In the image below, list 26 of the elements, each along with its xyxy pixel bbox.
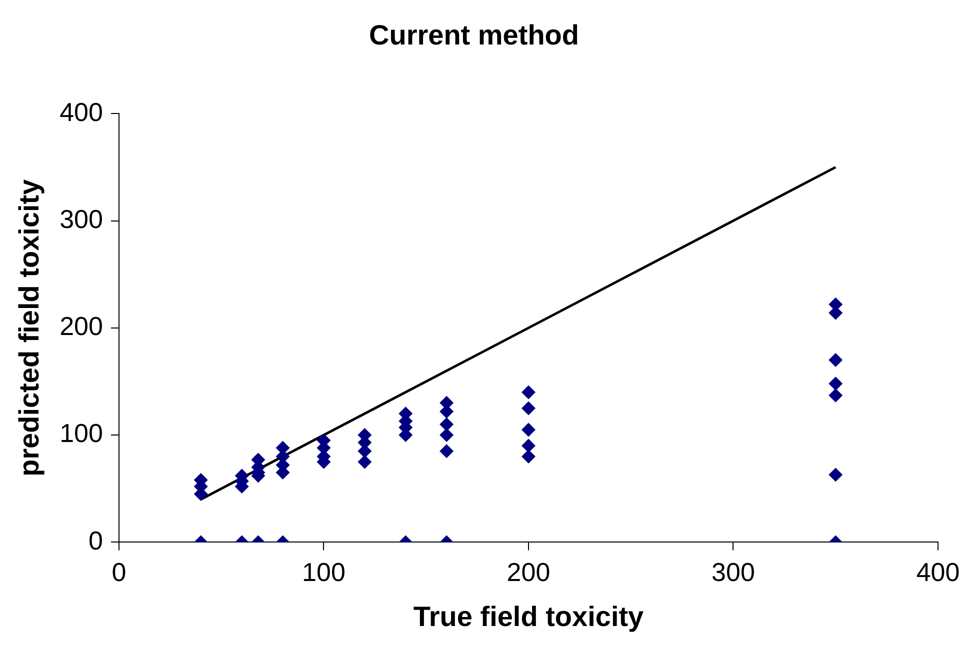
point: [440, 444, 454, 458]
point: [828, 376, 843, 391]
chart-title: Current method: [369, 20, 579, 51]
point: [521, 449, 536, 464]
point: [828, 388, 843, 402]
y-tick-label: 400: [60, 96, 103, 127]
x-tick-label: 200: [506, 556, 550, 587]
x-tick-label: 400: [916, 556, 960, 587]
point: [440, 417, 454, 432]
x-axis-title: True field toxicity: [413, 600, 644, 632]
point: [521, 438, 536, 453]
x-tick-label: 0: [112, 556, 126, 587]
y-tick-label: 100: [60, 418, 103, 448]
point: [440, 428, 454, 442]
point: [358, 454, 372, 469]
point: [828, 468, 843, 482]
y-tick-label: 300: [60, 204, 103, 234]
point: [521, 401, 536, 416]
point: [521, 422, 536, 437]
point: [828, 353, 843, 368]
x-tick-label: 100: [302, 556, 346, 587]
y-tick-label: 200: [60, 311, 103, 342]
point: [521, 385, 536, 400]
y-tick-label: 0: [88, 525, 103, 556]
y-axis-title: predicted field toxicity: [14, 178, 45, 476]
x-tick-label: 300: [712, 556, 755, 587]
